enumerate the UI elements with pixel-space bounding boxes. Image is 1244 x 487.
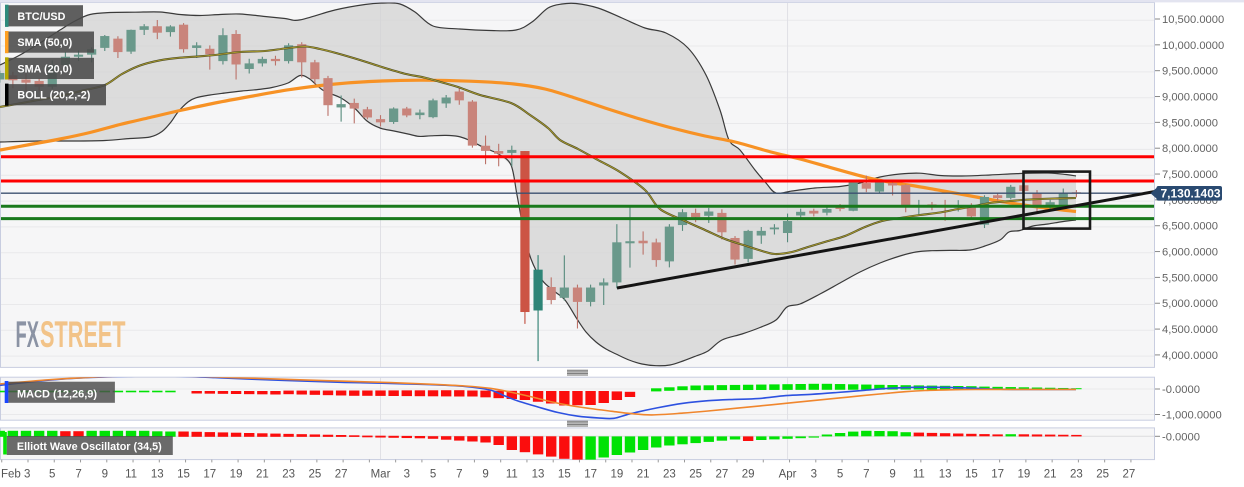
svg-text:21: 21 bbox=[637, 469, 650, 481]
svg-text:11: 11 bbox=[506, 469, 518, 481]
svg-text:9: 9 bbox=[102, 469, 108, 481]
svg-text:17: 17 bbox=[584, 469, 597, 481]
svg-text:6,000.0000: 6,000.0000 bbox=[1162, 247, 1218, 259]
svg-text:23: 23 bbox=[282, 469, 295, 481]
svg-text:BTC/USD: BTC/USD bbox=[17, 11, 65, 23]
svg-text:10,000.0000: 10,000.0000 bbox=[1162, 40, 1224, 52]
svg-text:3: 3 bbox=[404, 469, 410, 481]
svg-text:FX: FX bbox=[16, 314, 40, 355]
svg-text:15: 15 bbox=[558, 469, 571, 481]
svg-text:17: 17 bbox=[991, 469, 1004, 481]
svg-text:6,500.0000: 6,500.0000 bbox=[1162, 221, 1218, 233]
svg-text:15: 15 bbox=[177, 469, 190, 481]
svg-text:7: 7 bbox=[75, 469, 81, 481]
svg-text:25: 25 bbox=[689, 469, 702, 481]
svg-text:23: 23 bbox=[1070, 469, 1083, 481]
svg-text:SMA (50,0): SMA (50,0) bbox=[17, 37, 72, 49]
svg-text:-0.0000: -0.0000 bbox=[1162, 431, 1200, 443]
svg-text:9,500.0000: 9,500.0000 bbox=[1162, 66, 1218, 78]
svg-text:5,000.0000: 5,000.0000 bbox=[1162, 298, 1218, 310]
svg-text:8,000.0000: 8,000.0000 bbox=[1162, 143, 1218, 155]
svg-text:27: 27 bbox=[715, 469, 728, 481]
svg-text:BOLL (20,2,-2): BOLL (20,2,-2) bbox=[17, 90, 90, 102]
svg-text:23: 23 bbox=[663, 469, 676, 481]
svg-text:7: 7 bbox=[863, 469, 869, 481]
svg-text:10,500.0000: 10,500.0000 bbox=[1162, 14, 1224, 26]
svg-text:Mar: Mar bbox=[371, 469, 391, 481]
svg-text:17: 17 bbox=[203, 469, 216, 481]
svg-text:11: 11 bbox=[125, 469, 137, 481]
svg-text:5: 5 bbox=[49, 469, 55, 481]
svg-text:STREET: STREET bbox=[40, 314, 126, 355]
svg-text:11: 11 bbox=[913, 469, 925, 481]
svg-text:-1,000.0000: -1,000.0000 bbox=[1162, 410, 1222, 422]
svg-text:Feb 3: Feb 3 bbox=[1, 469, 30, 481]
svg-text:13: 13 bbox=[151, 469, 164, 481]
svg-text:5: 5 bbox=[837, 469, 843, 481]
svg-text:13: 13 bbox=[532, 469, 545, 481]
svg-text:-0.0000: -0.0000 bbox=[1162, 384, 1200, 396]
svg-text:SMA (20,0): SMA (20,0) bbox=[17, 63, 72, 75]
svg-text:9: 9 bbox=[482, 469, 488, 481]
svg-text:3: 3 bbox=[811, 469, 817, 481]
svg-text:7,500.0000: 7,500.0000 bbox=[1162, 169, 1218, 181]
svg-text:25: 25 bbox=[1096, 469, 1109, 481]
svg-text:4,500.0000: 4,500.0000 bbox=[1162, 324, 1218, 336]
svg-text:Apr: Apr bbox=[779, 469, 797, 481]
svg-text:21: 21 bbox=[1044, 469, 1057, 481]
svg-text:5: 5 bbox=[430, 469, 436, 481]
svg-text:7: 7 bbox=[456, 469, 462, 481]
svg-text:19: 19 bbox=[610, 469, 623, 481]
svg-text:27: 27 bbox=[335, 469, 348, 481]
svg-text:15: 15 bbox=[965, 469, 978, 481]
svg-text:9,000.0000: 9,000.0000 bbox=[1162, 92, 1218, 104]
svg-text:19: 19 bbox=[1017, 469, 1030, 481]
svg-text:21: 21 bbox=[256, 469, 269, 481]
svg-text:4,000.0000: 4,000.0000 bbox=[1162, 350, 1218, 362]
svg-text:MACD (12,26,9): MACD (12,26,9) bbox=[17, 388, 97, 400]
svg-text:19: 19 bbox=[230, 469, 243, 481]
svg-text:25: 25 bbox=[308, 469, 321, 481]
svg-text:7,130.1403: 7,130.1403 bbox=[1161, 187, 1221, 201]
svg-text:Elliott Wave Oscillator (34,5): Elliott Wave Oscillator (34,5) bbox=[17, 441, 162, 453]
svg-text:27: 27 bbox=[1123, 469, 1136, 481]
svg-text:29: 29 bbox=[742, 469, 755, 481]
svg-text:13: 13 bbox=[939, 469, 952, 481]
svg-text:9: 9 bbox=[889, 469, 895, 481]
svg-text:8,500.0000: 8,500.0000 bbox=[1162, 117, 1218, 129]
svg-text:5,500.0000: 5,500.0000 bbox=[1162, 272, 1218, 284]
